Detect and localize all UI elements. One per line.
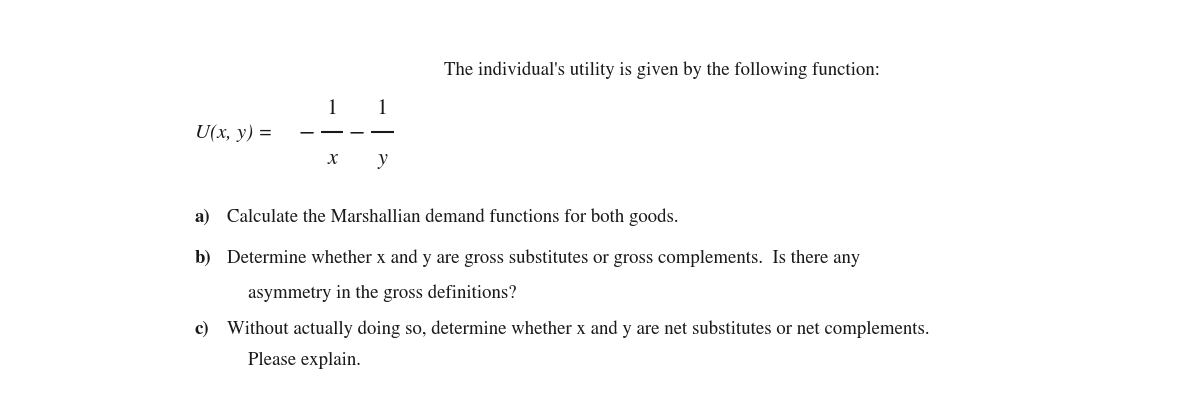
Text: 1: 1 [326,99,338,119]
Text: 1: 1 [377,99,388,119]
Text: Please explain.: Please explain. [247,351,360,369]
Text: Without actually doing so, determine whether x and y are net substitutes or net : Without actually doing so, determine whe… [227,320,930,337]
Text: a): a) [194,208,210,225]
Text: −: − [348,122,365,143]
Text: c): c) [194,320,209,337]
Text: asymmetry in the gross definitions?: asymmetry in the gross definitions? [247,284,516,301]
Text: U(x, y) =: U(x, y) = [194,124,277,142]
Text: Determine whether x and y are gross substitutes or gross complements.  Is there : Determine whether x and y are gross subs… [227,249,860,267]
Text: The individual's utility is given by the following function:: The individual's utility is given by the… [444,62,880,79]
Text: Calculate the Marshallian demand functions for both goods.: Calculate the Marshallian demand functio… [227,208,679,226]
Text: −: − [298,122,314,143]
Text: b): b) [194,249,211,266]
Text: y: y [378,147,388,168]
Text: x: x [328,147,337,168]
